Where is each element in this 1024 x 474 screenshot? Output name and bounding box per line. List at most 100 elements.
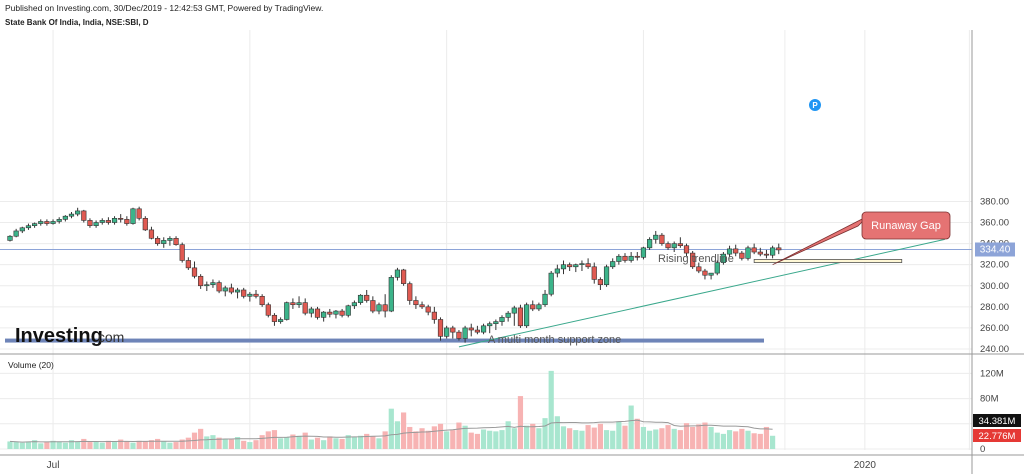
volume-bar [32,440,38,449]
candle-up [480,325,487,333]
candle-down [530,304,536,310]
volume-bar [696,424,702,449]
volume-bar [745,430,751,449]
candle-up [357,294,364,303]
volume-bar [25,441,32,449]
candle-up [554,268,560,274]
volume-bar [647,430,653,449]
volume-bar [413,431,419,449]
volume-bar [351,437,357,449]
volume-bar [419,428,425,449]
volume-bar [228,439,234,449]
candle-down [591,266,597,280]
volume-bar [253,440,259,449]
volume-bar [382,431,388,449]
candle-down [733,248,739,254]
investing-logo-suffix: .com [94,329,124,345]
volume-bar [714,432,720,449]
candle-up [13,230,19,237]
price-tick-label: 240.00 [980,344,1009,355]
volume-tick-label: 80M [980,394,999,405]
last-price-badge [975,242,1015,257]
volume-bar [677,430,683,449]
volume-bar [185,437,191,449]
candle-up [511,307,517,314]
volume-bar [487,430,493,449]
volume-bar [579,430,585,449]
volume-bar [548,370,554,449]
volume-bar [480,429,487,449]
annotation-rising-trendline: Rising trendline [658,253,734,265]
candle-up [548,272,554,295]
candle-up [284,302,290,320]
volume-bar [247,442,253,449]
volume-bar [603,430,610,449]
dividend-marker-label: P [812,101,818,110]
candle-down [191,267,198,277]
volume-bar [517,396,524,449]
callout-runaway-gap: Runaway Gap [871,220,941,232]
candle-up [19,227,25,232]
candle-up [603,266,610,286]
volume-bar [407,426,413,449]
volume-bar [38,443,44,449]
volume-bar [44,442,50,449]
candle-up [222,287,228,292]
volume-bar [628,405,634,449]
volume-bar [62,442,68,449]
candle-down [198,275,204,287]
volume-bar [665,425,671,449]
volume-bar [56,441,62,449]
candle-up [376,304,382,312]
candle-up [210,282,216,286]
candle-down [173,238,179,245]
candle-up [726,248,733,255]
support-zone-bar [5,338,764,343]
volume-bar [308,439,314,449]
candle-up [99,220,105,223]
candle-up [308,308,314,314]
candle-down [690,252,696,268]
candle-down [271,314,278,322]
volume-bar [511,428,517,449]
volume-bar [585,425,591,449]
candle-down [597,279,603,286]
candle-up [671,243,677,249]
candle-down [751,247,757,253]
volume-bar [450,430,456,449]
volume-bar [327,436,333,449]
volume-bar [155,438,161,449]
candle-up [93,222,99,226]
candle-up [536,304,542,310]
volume-bar [690,426,696,449]
candle-down [87,220,93,226]
candle-up [204,284,210,287]
candle-down [419,304,425,308]
candle-up [523,304,530,327]
candle-down [450,327,456,333]
candle-down [677,243,683,247]
candle-up [296,302,302,306]
volume-ma-badge [973,414,1021,427]
candle-down [124,219,130,224]
volume-bar [278,438,284,449]
candle-up [68,213,75,217]
candle-down [431,311,437,320]
volume-bar [499,430,505,449]
candle-down [259,295,265,306]
candle-down [185,260,191,269]
price-tick-label: 260.00 [980,323,1009,334]
candle-down [105,220,111,223]
volume-bar [265,431,271,449]
candle-up [62,215,68,220]
candle-up [462,327,468,339]
volume-pane-label: Volume (20) [8,360,54,370]
volume-bar [75,441,81,449]
candle-down [757,251,763,255]
volume-bar [345,435,351,449]
candle-down [290,302,296,306]
volume-tick-label: 0 [980,444,985,455]
candle-down [665,243,671,249]
volume-bar [99,442,105,449]
